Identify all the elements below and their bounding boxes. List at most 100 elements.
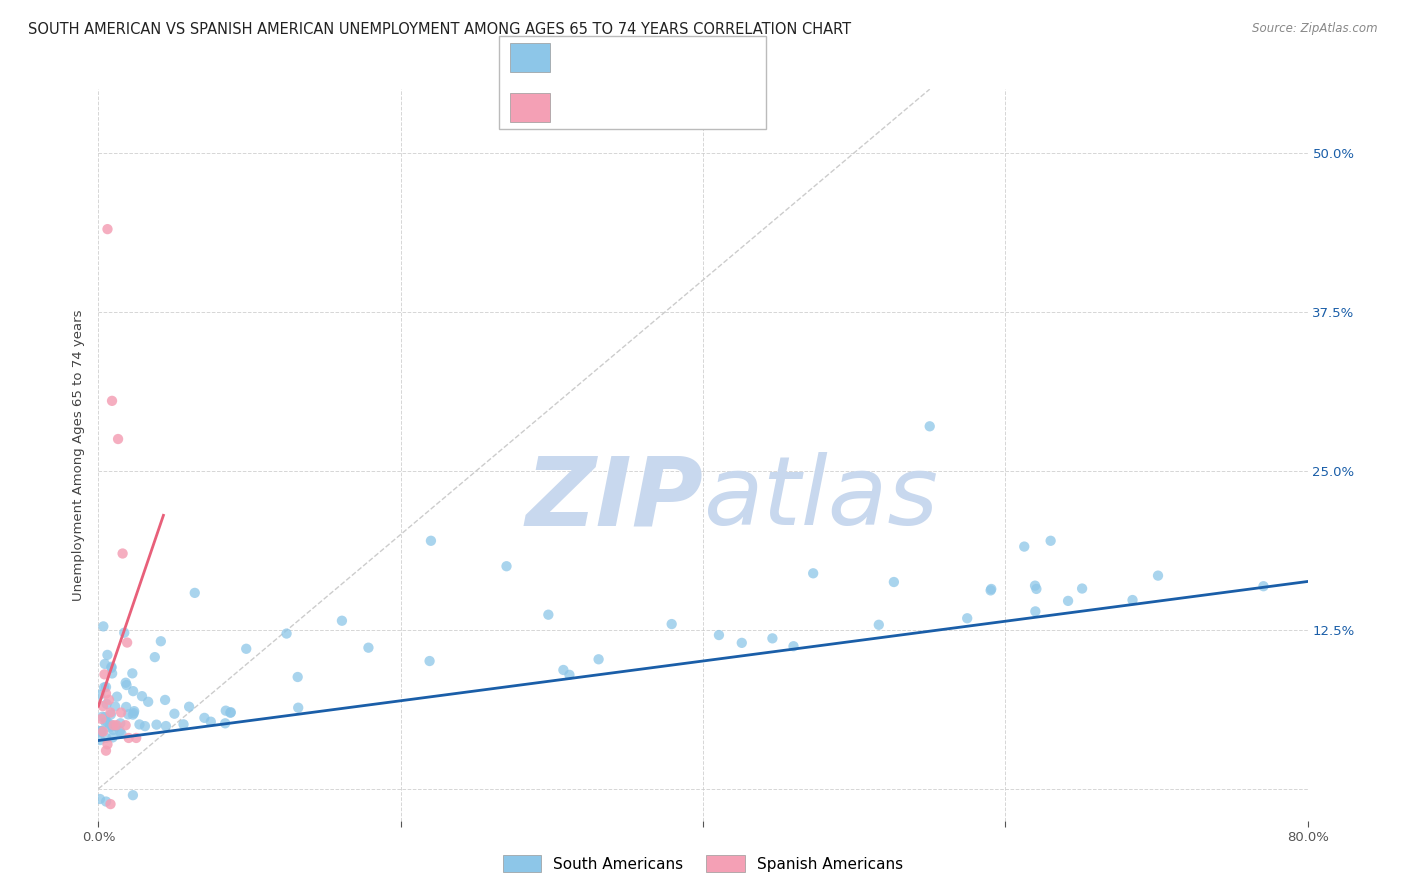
Point <box>537 607 560 622</box>
Point <box>90 724 112 739</box>
Point <box>107 432 129 446</box>
Point <box>93 667 115 681</box>
Point <box>100 661 122 675</box>
Text: 99: 99 <box>690 50 711 65</box>
Text: N =: N = <box>657 50 690 65</box>
Point <box>101 719 124 733</box>
Point <box>111 547 134 561</box>
Point <box>956 611 979 625</box>
Point <box>121 707 143 722</box>
Point <box>94 657 117 671</box>
Point <box>184 586 207 600</box>
Point <box>136 695 159 709</box>
Point <box>89 724 111 739</box>
Point <box>114 718 136 732</box>
Point <box>117 707 139 722</box>
Point <box>128 717 150 731</box>
Point <box>90 712 112 726</box>
Point <box>98 693 121 707</box>
Point <box>104 699 127 714</box>
Point <box>105 690 128 704</box>
Point <box>153 693 176 707</box>
Text: Source: ZipAtlas.com: Source: ZipAtlas.com <box>1253 22 1378 36</box>
Text: 0.237: 0.237 <box>600 100 648 115</box>
Point <box>731 636 754 650</box>
Point <box>110 727 132 741</box>
Point <box>1057 594 1080 608</box>
Point <box>108 724 131 739</box>
Point <box>90 725 112 739</box>
Point <box>179 699 201 714</box>
Point <box>131 689 153 703</box>
Point <box>1071 582 1094 596</box>
Point <box>90 724 112 739</box>
Point <box>1147 568 1170 582</box>
Point <box>1039 533 1062 548</box>
Point <box>122 684 145 698</box>
Point <box>96 737 118 751</box>
Point <box>661 617 683 632</box>
Point <box>193 711 215 725</box>
Point <box>96 697 118 711</box>
Text: R =: R = <box>561 50 595 65</box>
Point <box>553 663 575 677</box>
Point <box>121 666 143 681</box>
Point <box>219 706 242 720</box>
Point <box>1024 604 1046 618</box>
Point <box>980 583 1002 598</box>
Point <box>1025 582 1047 596</box>
Point <box>98 721 121 735</box>
Text: SOUTH AMERICAN VS SPANISH AMERICAN UNEMPLOYMENT AMONG AGES 65 TO 74 YEARS CORREL: SOUTH AMERICAN VS SPANISH AMERICAN UNEMP… <box>28 22 851 37</box>
Point <box>89 688 111 702</box>
Point <box>143 650 166 665</box>
Point <box>91 619 114 633</box>
Point <box>219 705 242 719</box>
Point <box>122 706 145 720</box>
Point <box>96 222 118 236</box>
Point <box>100 706 122 720</box>
Text: R =: R = <box>561 100 595 115</box>
Point <box>918 419 941 434</box>
Point <box>101 393 124 408</box>
Point <box>1253 579 1275 593</box>
Point <box>868 617 890 632</box>
Point <box>94 710 117 724</box>
Point <box>495 559 517 574</box>
Point <box>94 715 117 730</box>
Point <box>420 533 443 548</box>
Point <box>122 704 145 718</box>
Text: 0.373: 0.373 <box>600 50 648 65</box>
Point <box>330 614 353 628</box>
Point <box>94 795 117 809</box>
Point <box>115 635 138 649</box>
Point <box>112 625 135 640</box>
Point <box>588 652 610 666</box>
Point <box>134 719 156 733</box>
Point <box>276 626 298 640</box>
Point <box>173 717 195 731</box>
Point <box>357 640 380 655</box>
Point <box>782 639 804 653</box>
Point <box>100 707 122 722</box>
Text: ZIP: ZIP <box>524 452 703 545</box>
Point <box>100 717 122 731</box>
Point <box>89 733 111 747</box>
Point <box>110 716 132 731</box>
Point <box>118 731 141 745</box>
Point <box>235 641 257 656</box>
Point <box>104 719 127 733</box>
Point <box>155 719 177 733</box>
Point <box>287 670 309 684</box>
Point <box>149 634 172 648</box>
Point <box>419 654 441 668</box>
Point <box>93 681 115 695</box>
Point <box>103 718 125 732</box>
Point <box>125 731 148 745</box>
Point <box>115 678 138 692</box>
Point <box>94 680 117 694</box>
Point <box>94 731 117 745</box>
Point <box>163 706 186 721</box>
Point <box>114 675 136 690</box>
Point <box>89 792 111 806</box>
Point <box>980 582 1002 596</box>
